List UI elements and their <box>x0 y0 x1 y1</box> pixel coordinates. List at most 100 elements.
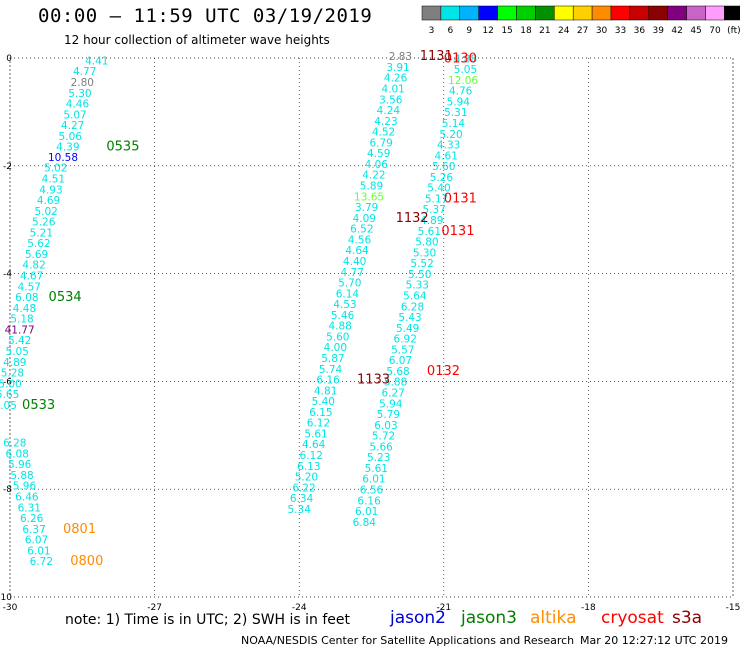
swh-value-label: 4.64 <box>345 245 369 257</box>
swh-value-label: 4.81 <box>314 385 337 397</box>
swh-value-label: 6.16 <box>316 375 340 387</box>
scale-label: 36 <box>634 26 646 36</box>
scale-swatch <box>724 5 740 21</box>
scale-label: 39 <box>653 26 665 36</box>
swh-value-label: 4.40 <box>343 256 366 268</box>
swh-value-label: 4.23 <box>374 116 397 128</box>
swh-value-label: 5.23 <box>367 452 390 464</box>
swh-value-label: 5.26 <box>430 172 454 184</box>
swh-value-label: 5.52 <box>410 258 433 270</box>
swh-value-label: 5.60 <box>326 331 349 343</box>
x-tick-label: -18 <box>581 603 596 613</box>
swh-value-label: 6.13 <box>297 461 320 473</box>
scale-label: 33 <box>615 26 626 36</box>
swh-value-label: 3.91 <box>386 62 409 74</box>
swh-value-label: 5.05 <box>6 346 29 358</box>
y-tick-label: -8 <box>3 485 12 495</box>
y-tick-label: -10 <box>0 593 12 603</box>
swh-value-label: 5.88 <box>10 470 33 482</box>
swh-value-label: 4.01 <box>381 83 404 95</box>
legend-s3a: s3a <box>672 608 703 628</box>
swh-value-label: 5.14 <box>442 118 466 130</box>
pass-time-label: 0132 <box>427 364 460 379</box>
scale-label: 27 <box>577 26 588 36</box>
swh-value-label: 5.49 <box>396 323 419 335</box>
swh-value-label: 10.58 <box>48 152 78 164</box>
swh-value-label: 4.89 <box>420 215 443 227</box>
swh-value-label: 5.66 <box>369 441 393 453</box>
chart-title: 00:00 – 11:59 UTC 03/19/2019 <box>38 5 373 27</box>
pass-time-label: 0534 <box>49 290 82 305</box>
swh-value-label: 6.34 <box>290 493 314 505</box>
swh-value-label: 6.28 <box>3 438 26 450</box>
scale-label: 24 <box>558 26 570 36</box>
swh-value-label: 6.79 <box>369 137 392 149</box>
footer-note: note: 1) Time is in UTC; 2) SWH is in fe… <box>65 612 351 628</box>
footer-timestamp: Mar 20 12:27:12 UTC 2019 <box>580 634 728 647</box>
scale-label: 6 <box>447 26 453 36</box>
plot-frame <box>9 57 734 598</box>
swh-value-label: 5.64 <box>403 290 427 302</box>
swh-value-label: 5.02 <box>44 163 67 175</box>
swh-value-label: 4.76 <box>449 86 473 98</box>
swh-value-label: 4.09 <box>353 213 376 225</box>
swh-value-label: 5.94 <box>447 96 471 108</box>
legend-jason3: jason3 <box>461 608 517 628</box>
swh-value-label: 4.77 <box>341 267 364 279</box>
swh-value-label: 6.92 <box>394 334 417 346</box>
swh-value-label: 5.50 <box>408 269 431 281</box>
scale-label: 45 <box>690 26 701 36</box>
y-tick-label: -2 <box>3 162 12 172</box>
swh-value-label: 4.00 <box>324 342 347 354</box>
swh-value-label: 5.61 <box>418 226 441 238</box>
swh-value-label: 5.96 <box>8 459 32 471</box>
pass-time-label: 1133 <box>357 373 390 388</box>
swh-value-label: 5.61 <box>304 428 327 440</box>
swh-value-label: 5.94 <box>379 398 403 410</box>
swh-value-label: 5.05 <box>0 400 17 412</box>
pass-time-label: 1131 <box>420 49 453 64</box>
swh-value-label: 4.82 <box>22 260 45 272</box>
scale-label: 30 <box>596 26 608 36</box>
swh-value-label: 6.01 <box>27 545 50 557</box>
swh-value-label: 4.53 <box>333 299 356 311</box>
swh-value-label: 5.74 <box>319 364 343 376</box>
swh-value-label: 5.31 <box>444 107 467 119</box>
swh-value-label: 4.33 <box>437 140 460 152</box>
swh-value-label: 4.69 <box>37 195 60 207</box>
swh-value-label: 5.61 <box>365 463 388 475</box>
y-tick-label: -6 <box>3 377 12 387</box>
footer-credit: NOAA/NESDIS Center for Satellite Applica… <box>241 634 575 647</box>
swh-value-label: 5.79 <box>377 409 400 421</box>
swh-value-label: 4.24 <box>377 105 401 117</box>
x-tick-label: -30 <box>3 603 18 613</box>
swh-value-label: 5.07 <box>63 109 86 121</box>
swh-value-label: 6.12 <box>300 450 323 462</box>
pass-time-label: 1132 <box>396 211 429 226</box>
swh-value-label: 5.02 <box>34 206 57 218</box>
x-tick-label: -21 <box>436 603 451 613</box>
swh-value-label: 4.46 <box>66 99 90 111</box>
x-tick-label: -15 <box>726 603 740 613</box>
swh-value-label: 6.22 <box>292 482 315 494</box>
x-tick-label: -24 <box>292 603 307 613</box>
swh-value-label: 4.48 <box>13 303 36 315</box>
chart-subtitle: 12 hour collection of altimeter wave hei… <box>64 33 330 47</box>
swh-value-label: 5.69 <box>25 249 48 261</box>
swh-value-label: 6.08 <box>15 292 38 304</box>
swh-value-label: 6.56 <box>360 485 384 497</box>
swh-value-label: 3.56 <box>379 94 403 106</box>
swh-value-label: 4.27 <box>61 120 84 132</box>
swh-value-label: 6.01 <box>355 506 378 518</box>
swh-value-label: 5.30 <box>413 247 436 259</box>
swh-value-label: 5.80 <box>415 237 438 249</box>
pass-time-label: 0801 <box>63 522 96 537</box>
swh-value-label: 4.22 <box>362 170 385 182</box>
swh-value-label: 6.16 <box>357 495 381 507</box>
pass-time-label: 0533 <box>22 398 55 413</box>
swh-value-label: 6.01 <box>362 474 385 486</box>
swh-value-label: 4.93 <box>39 184 62 196</box>
swh-value-label: 5.57 <box>391 344 414 356</box>
x-tick-label: -27 <box>147 603 162 613</box>
swh-value-label: 5.96 <box>13 481 37 493</box>
